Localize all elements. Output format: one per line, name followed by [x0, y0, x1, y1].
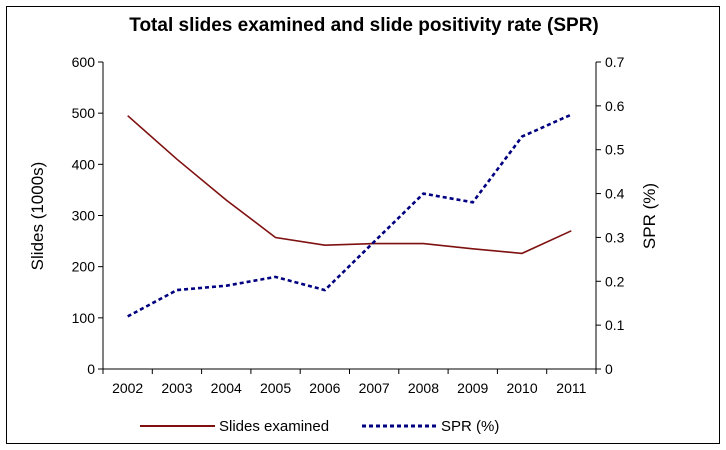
- right-y-axis: 0 0.1 0.2 0.3 0.4 0.5 0.6 0.7: [595, 54, 625, 377]
- x-tick-label: 2008: [408, 380, 439, 396]
- x-tick-label: 2009: [457, 380, 488, 396]
- x-tick-label: 2007: [359, 380, 390, 396]
- left-tick-label: 200: [72, 259, 96, 275]
- legend: Slides examined SPR (%): [140, 418, 499, 435]
- x-tick-label: 2005: [260, 380, 291, 396]
- right-tick-label: 0.6: [605, 98, 625, 114]
- left-tick-label: 600: [72, 54, 96, 70]
- line-chart: Total slides examined and slide positivi…: [28, 15, 659, 435]
- legend-label-spr: SPR (%): [441, 418, 499, 435]
- right-tick-label: 0.3: [605, 229, 625, 245]
- right-tick-label: 0.5: [605, 142, 625, 158]
- x-tick-label: 2010: [506, 380, 537, 396]
- x-tick-label: 2004: [211, 380, 242, 396]
- left-tick-label: 300: [72, 208, 96, 224]
- x-axis: 2002 2003 2004 2005 2006 2007 2008 2009 2010 2011: [102, 368, 597, 396]
- right-axis-title: SPR (%): [640, 183, 659, 249]
- x-tick-label: 2002: [112, 380, 143, 396]
- left-tick-label: 0: [87, 361, 95, 377]
- left-axis-title: Slides (1000s): [28, 162, 47, 271]
- right-tick-label: 0.4: [605, 186, 625, 202]
- right-tick-label: 0.7: [605, 54, 625, 70]
- left-y-axis: 0 100 200 300 400 500 600: [72, 54, 104, 377]
- left-tick-label: 500: [72, 105, 96, 121]
- right-tick-label: 0.2: [605, 273, 625, 289]
- right-tick-label: 0.1: [605, 317, 625, 333]
- chart-frame: Total slides examined and slide positivi…: [6, 6, 720, 444]
- x-tick-label: 2003: [161, 380, 192, 396]
- legend-label-slides: Slides examined: [219, 418, 329, 435]
- left-tick-label: 400: [72, 156, 96, 172]
- series-line-slides-examined: [127, 115, 572, 255]
- x-tick-label: 2011: [556, 380, 586, 396]
- chart-title: Total slides examined and slide positivi…: [129, 15, 599, 36]
- series-layer: [127, 113, 572, 318]
- x-tick-label: 2006: [309, 380, 340, 396]
- left-tick-label: 100: [72, 310, 96, 326]
- series-line-spr: [127, 113, 572, 318]
- right-tick-label: 0: [605, 361, 613, 377]
